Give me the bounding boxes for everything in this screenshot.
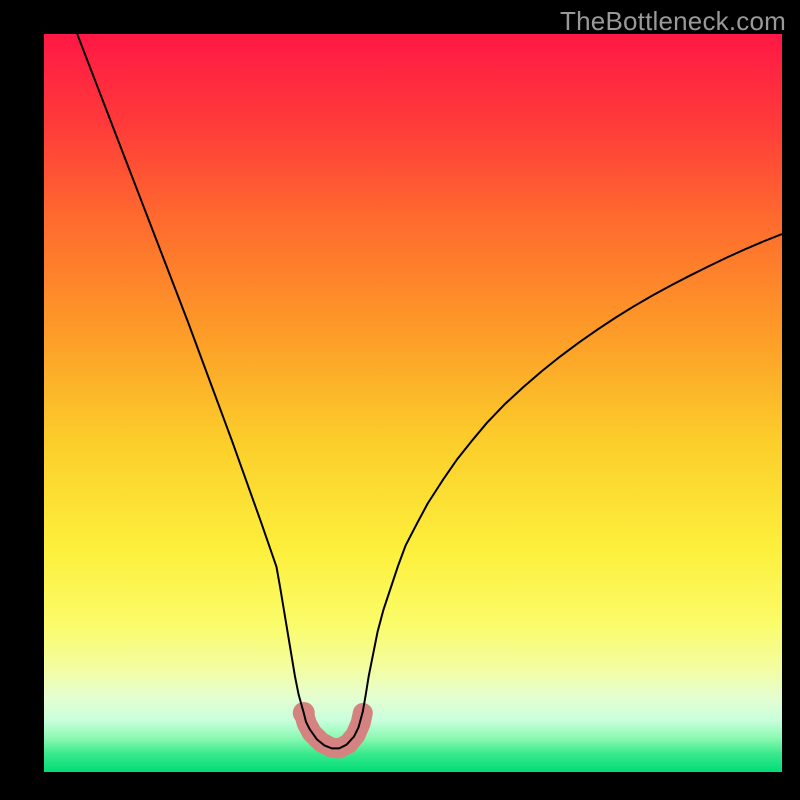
chart-svg: [0, 0, 800, 800]
chart-root: TheBottleneck.com: [0, 0, 800, 800]
gradient-background: [44, 34, 782, 772]
watermark-text: TheBottleneck.com: [560, 6, 786, 37]
